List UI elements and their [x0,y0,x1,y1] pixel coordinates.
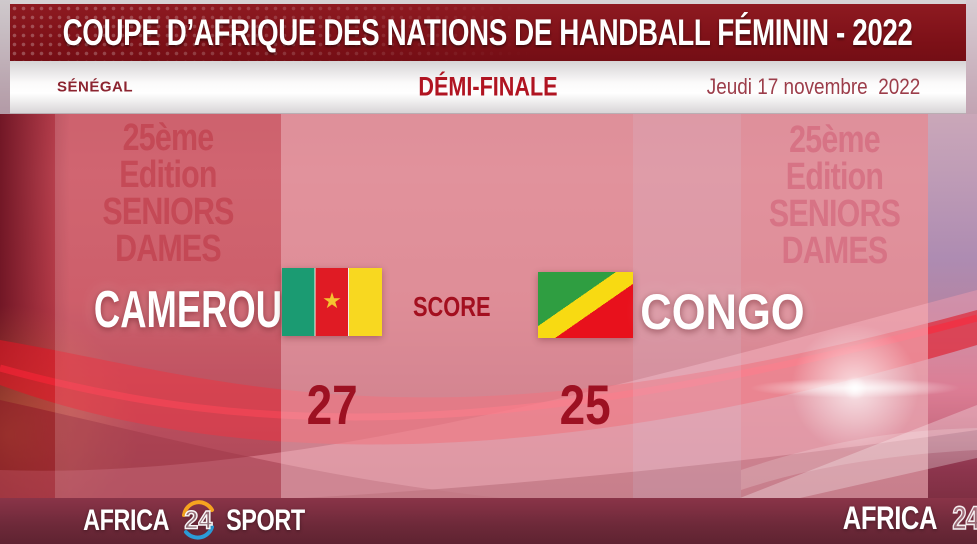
title-banner: COUPE D’AFRIQUE DES NATIONS DE HANDBALL … [10,4,966,61]
date-label: Jeudi 17 novembre 2022 [706,74,920,99]
stage-label: DÉMI-FINALE [401,72,575,103]
stage-label-text: DÉMI-FINALE [418,71,558,102]
logo-24-text: 24 [184,506,213,535]
home-score-value: 27 [306,373,358,436]
right-edge-strip [966,0,977,114]
page-title: COUPE D’AFRIQUE DES NATIONS DE HANDBALL … [10,4,966,61]
home-team-name-text: CAMEROUN [93,281,309,339]
venue-label: SÉNÉGAL [57,78,134,96]
score-label-text: SCORE [413,291,491,322]
logo-24-badge: 24 [177,499,219,543]
away-team-name-text: CONGO [640,284,805,340]
score-label: SCORE [400,291,504,323]
star-icon: ★ [322,288,342,314]
left-edge-strip [0,0,10,114]
congo-flag [538,272,633,338]
logo-24-swoosh-icon [182,500,215,540]
away-score-value: 25 [559,373,612,436]
logo-africa-text: AFRICA [83,504,170,537]
away-score: 25 [538,372,633,437]
logo-africa-text: AFRICA [842,500,938,536]
africa24sport-logo: AFRICA 24 SPORT [71,499,316,543]
logo-sport-text: SPORT [226,504,306,537]
logo-24-text: 24 [952,499,977,537]
away-team-name: CONGO [628,283,813,341]
home-team-name: CAMEROUN [48,280,308,340]
cameroon-flag: ★ [282,268,382,336]
top-edge-strip [0,0,977,4]
home-score: 27 [282,372,382,437]
info-bar: SÉNÉGAL DÉMI-FINALE Jeudi 17 novembre 20… [10,61,966,114]
page-title-text: COUPE D’AFRIQUE DES NATIONS DE HANDBALL … [63,11,913,53]
halftone-dots-pattern [10,4,966,61]
africa24-logo: AFRICA 24 [831,499,977,537]
